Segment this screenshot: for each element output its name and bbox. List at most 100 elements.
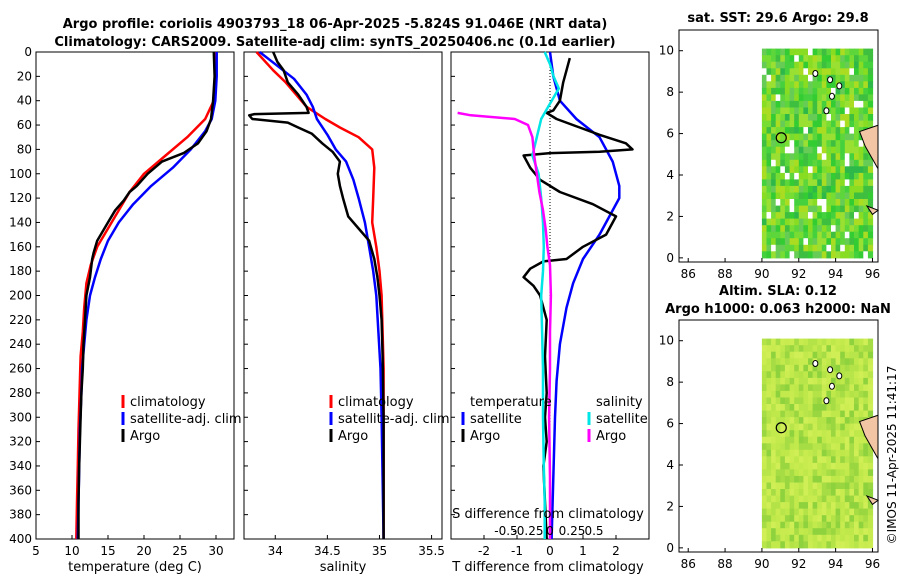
map-cell bbox=[835, 199, 841, 207]
map-cell bbox=[808, 443, 814, 451]
map-cell bbox=[803, 462, 809, 470]
map-cell bbox=[863, 436, 869, 444]
map-cell bbox=[863, 225, 869, 233]
map-cell bbox=[812, 449, 818, 457]
sla-map-frame bbox=[678, 319, 879, 553]
map-cell bbox=[817, 114, 823, 122]
map-cell bbox=[844, 541, 850, 549]
map-cell bbox=[794, 225, 800, 233]
map-cell bbox=[867, 55, 874, 63]
map-cell bbox=[867, 185, 874, 193]
map-cell bbox=[826, 185, 832, 193]
map-cell bbox=[840, 495, 846, 503]
map-cell bbox=[817, 133, 823, 141]
map-cell bbox=[831, 55, 837, 63]
map-cell bbox=[789, 528, 795, 536]
map-cell bbox=[817, 423, 823, 431]
map-cell bbox=[826, 140, 832, 148]
map-cell bbox=[761, 225, 768, 233]
map-cell bbox=[821, 166, 827, 174]
map-cell bbox=[803, 140, 809, 148]
map-cell bbox=[784, 456, 791, 464]
map-cell bbox=[821, 179, 827, 187]
map-cell bbox=[840, 534, 846, 542]
map-cell bbox=[826, 475, 832, 483]
map-cell bbox=[789, 345, 795, 353]
map-cell bbox=[761, 87, 768, 95]
map-cell bbox=[766, 397, 772, 405]
map-cell bbox=[840, 456, 846, 464]
map-cell bbox=[831, 225, 837, 233]
map-cell bbox=[766, 212, 772, 220]
map-cell bbox=[858, 475, 864, 483]
map-cell bbox=[844, 133, 850, 141]
map-cell bbox=[840, 159, 846, 167]
map-cell bbox=[808, 495, 814, 503]
map-cell bbox=[867, 81, 874, 89]
map-cell bbox=[771, 74, 777, 82]
x-tick-label: 20 bbox=[136, 544, 151, 558]
map-cell bbox=[798, 436, 804, 444]
map-cell bbox=[854, 541, 860, 549]
map-cell bbox=[831, 364, 837, 372]
map-cell bbox=[835, 107, 841, 115]
map-cell bbox=[849, 430, 855, 438]
map-cell bbox=[789, 377, 795, 385]
map-cell bbox=[858, 238, 864, 246]
map-cell bbox=[798, 338, 804, 346]
map-cell bbox=[867, 212, 874, 220]
map-cell bbox=[771, 153, 777, 161]
x-tick-label: 90 bbox=[754, 557, 769, 571]
map-cell bbox=[817, 410, 823, 418]
map-cell bbox=[794, 133, 800, 141]
map-cell bbox=[812, 351, 818, 359]
map-cell bbox=[766, 179, 772, 187]
island bbox=[827, 366, 834, 374]
map-cell bbox=[854, 166, 860, 174]
map-cell bbox=[844, 218, 850, 226]
series-satellite-adj-clim bbox=[258, 51, 385, 540]
map-cell bbox=[863, 244, 869, 252]
map-cell bbox=[775, 338, 781, 346]
map-cell bbox=[784, 205, 791, 213]
map-cell bbox=[771, 404, 777, 412]
map-cell bbox=[854, 456, 860, 464]
map-cell bbox=[803, 430, 809, 438]
map-cell bbox=[775, 205, 781, 213]
map-cell bbox=[766, 107, 772, 115]
map-cell bbox=[854, 120, 860, 128]
map-cell bbox=[761, 338, 768, 346]
map-cell bbox=[812, 436, 818, 444]
map-cell bbox=[863, 94, 869, 102]
map-cell bbox=[771, 515, 777, 523]
map-cell bbox=[826, 534, 832, 542]
map-cell bbox=[784, 244, 791, 252]
map-cell bbox=[826, 351, 832, 359]
map-cell bbox=[761, 515, 768, 523]
map-cell bbox=[854, 345, 860, 353]
map-cell bbox=[840, 68, 846, 76]
map-cell bbox=[863, 351, 869, 359]
map-cell bbox=[858, 159, 864, 167]
map-cell bbox=[789, 351, 795, 359]
map-cell bbox=[794, 192, 800, 200]
map-cell bbox=[835, 68, 841, 76]
map-cell bbox=[803, 515, 809, 523]
map-cell bbox=[808, 48, 814, 56]
map-cell bbox=[835, 358, 841, 366]
map-cell bbox=[835, 521, 841, 529]
map-cell bbox=[835, 179, 841, 187]
map-cell bbox=[849, 469, 855, 477]
map-cell bbox=[798, 159, 804, 167]
map-cell bbox=[803, 436, 809, 444]
map-cell bbox=[808, 251, 814, 259]
map-cell bbox=[784, 541, 791, 549]
map-cell bbox=[840, 218, 846, 226]
map-cell bbox=[840, 212, 846, 220]
map-cell bbox=[858, 94, 864, 102]
map-cell bbox=[863, 371, 869, 379]
map-cell bbox=[849, 377, 855, 385]
map-cell bbox=[789, 502, 795, 510]
map-cell bbox=[817, 495, 823, 503]
map-cell bbox=[798, 508, 804, 516]
